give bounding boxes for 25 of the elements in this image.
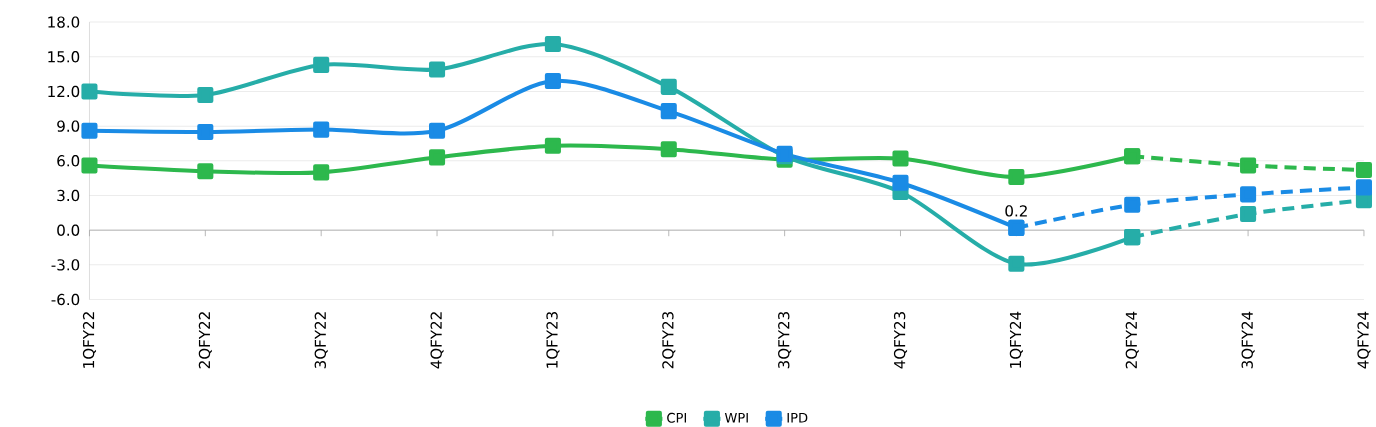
y-tick-label: 0.0 <box>57 224 80 236</box>
x-tick-label: 2QFY22 <box>198 312 212 369</box>
y-tick-label: -3.0 <box>51 259 80 271</box>
x-tick-label: 3QFY24 <box>1241 311 1255 369</box>
y-tick-label: 12.0 <box>48 85 80 98</box>
x-tick-label: 4QFY22 <box>430 312 444 369</box>
x-tick-label: 2QFY24 <box>1125 311 1139 369</box>
x-tick-label: 3QFY23 <box>778 311 792 369</box>
legend-label: CPI <box>667 412 686 423</box>
y-tick-label: 3.0 <box>57 189 80 202</box>
y-tick-label: 18.0 <box>48 16 80 28</box>
annotation: 0.2 <box>1005 205 1027 217</box>
y-tick-label: 9.0 <box>57 120 80 132</box>
legend-label: IPD <box>787 412 808 423</box>
x-tick-label: 4QFY23 <box>893 311 908 369</box>
x-tick-label: 1QFY22 <box>82 312 97 368</box>
x-tick-label: 1QFY23 <box>546 311 560 368</box>
y-tick-label: -6.0 <box>51 293 80 306</box>
x-tick-label: 1QFY24 <box>1009 311 1023 368</box>
x-tick-label: 4QFY24 <box>1357 311 1371 369</box>
legend-label: WPI <box>724 412 748 423</box>
y-tick-label: 6.0 <box>57 155 80 167</box>
x-tick-label: 2QFY23 <box>662 311 676 369</box>
x-tick-label: 3QFY22 <box>314 312 328 369</box>
y-tick-label: 15.0 <box>48 51 80 63</box>
